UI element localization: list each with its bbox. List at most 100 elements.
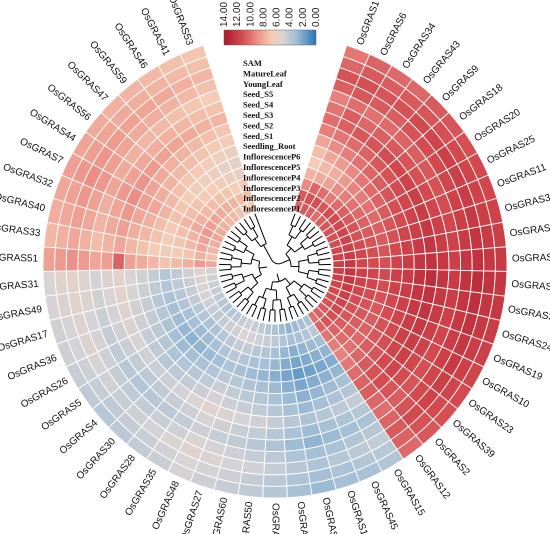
dendrogram-branch (248, 215, 256, 228)
heatmap-cell (377, 243, 392, 258)
heatmap-cell (88, 250, 103, 271)
dendrogram-branch (266, 251, 272, 260)
tissue-label: Seed_S3 (243, 110, 273, 120)
dendrogram-branch (311, 235, 323, 243)
dendrogram-branch (316, 246, 328, 252)
gene-label: OsGRAS10 (480, 376, 531, 411)
heatmap-cell (263, 462, 287, 476)
heatmap-cell (42, 270, 57, 297)
heatmap-cell (193, 258, 207, 269)
tissue-label: Seed_S4 (243, 100, 274, 110)
heatmap-cell (277, 322, 287, 336)
dendrogram-branch (254, 238, 262, 247)
heatmap-cell (262, 474, 288, 487)
dendrogram-branch (296, 303, 304, 315)
dendrogram-branch (308, 269, 319, 273)
heatmap-cell (279, 357, 293, 371)
heatmap-cell (447, 269, 462, 291)
heatmap-cell (135, 253, 149, 270)
dendrogram-branch (242, 273, 253, 278)
heatmap-cell (54, 247, 68, 272)
dendrogram-branch (315, 250, 319, 256)
tissue-label: Seed_S1 (243, 131, 273, 141)
gene-label: OsGRAS61 (512, 252, 550, 265)
heatmap-cell (493, 270, 508, 297)
dendrogram-branch (230, 230, 241, 240)
dendrogram-branch (309, 230, 320, 240)
dendrogram-branch (236, 297, 246, 308)
dendrogram-branch (279, 308, 285, 311)
dendrogram-branch (276, 273, 280, 282)
heatmap-cell (282, 414, 302, 429)
dendrogram-branch (246, 303, 254, 315)
dendrogram-branch (288, 225, 294, 236)
heatmap-cell (170, 267, 184, 281)
gene-label: OsGRAS24 (500, 329, 550, 355)
dendrogram-branch (303, 283, 313, 290)
heatmap-cell (112, 252, 126, 271)
tissue-label: Seedling_Root (243, 141, 296, 151)
colorbar-tick-label: 12.00 (232, 2, 243, 27)
gene-label: OsGRAS19 (491, 353, 544, 384)
gene-label: OsGRAS49 (0, 304, 43, 324)
dendrogram-branch (231, 257, 242, 261)
gene-label: OsGRAS38 (504, 191, 550, 214)
gene-label: OsGRAS40 (0, 191, 47, 214)
dendrogram-branch (272, 299, 274, 310)
dendrogram-branch (270, 258, 283, 265)
dendrogram-branch (244, 233, 253, 242)
tissue-legend: SAMMatureLeafYoungLeafSeed_S5Seed_S4Seed… (243, 58, 301, 214)
dendrogram-branch (308, 261, 319, 264)
colorbar-tick-label: 10.00 (245, 2, 256, 27)
heatmap-cell (286, 483, 313, 499)
dendrogram-branch (227, 235, 239, 243)
heatmap-cell (250, 402, 269, 418)
heatmap-cell (269, 346, 281, 360)
dendrogram-branch (239, 222, 248, 233)
heatmap-cell (424, 252, 438, 271)
heatmap-cell (146, 254, 160, 270)
dendrogram-branch (222, 246, 234, 252)
heatmap-cell (252, 391, 269, 406)
gene-label: OsGRAS26 (19, 376, 70, 411)
dendrogram-branch (230, 255, 233, 261)
dendrogram-branch (302, 222, 311, 233)
heatmap-cell (389, 268, 404, 284)
dendrogram-branch (241, 300, 250, 312)
dendrogram-branch (219, 268, 232, 271)
dendrogram-branch (300, 236, 309, 244)
heatmap-cell (355, 257, 369, 269)
heatmap-cell (280, 380, 296, 394)
gene-label: OsGRAS60 (209, 496, 231, 534)
dendrogram-branch (225, 286, 237, 294)
heatmap-cell (135, 268, 149, 285)
dendrogram-branch (233, 246, 236, 252)
dendrogram-branch (299, 289, 307, 298)
dendrogram-branch (307, 294, 318, 304)
gene-label: OsGRAS22 (269, 503, 280, 534)
heatmap-cell (471, 248, 485, 272)
gene-label: OsGRAS1 (355, 0, 382, 47)
dendrogram-branch (266, 287, 277, 291)
heatmap-cell (281, 391, 298, 406)
gene-label: OsGRAS36 (6, 353, 59, 384)
colorbar-tick-label: 6.00 (272, 7, 283, 27)
heatmap-cell (270, 335, 280, 348)
dendrogram-branch (292, 305, 299, 318)
heatmap-cell (77, 249, 91, 272)
dendrogram-branch (234, 226, 244, 236)
dendrogram-branch (254, 213, 260, 226)
colorbar-ticks: 14.00 12.00 10.00 8.00 6.00 4.00 2.00 0.00 (219, 2, 322, 27)
heatmap-cell (424, 269, 438, 288)
dendrogram-branch (241, 262, 252, 265)
heatmap-cell (447, 250, 462, 271)
gene-label: OsGRAS12 (412, 453, 452, 502)
gene-label: OsGRAS17 (0, 329, 50, 355)
dendrogram-branch (294, 245, 304, 253)
heatmap-cell (283, 425, 304, 441)
dendrogram-branch (262, 308, 267, 321)
dendrogram-branch (250, 282, 259, 291)
dendrogram-branch (228, 290, 240, 299)
gene-label: OsGRAS13 (344, 489, 371, 534)
gene-label: OsGRAS14 (320, 496, 342, 534)
